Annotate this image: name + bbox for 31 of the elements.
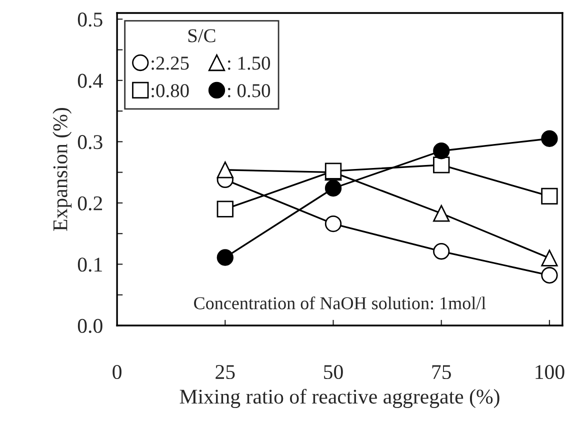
legend-label: :2.25 (152, 56, 189, 70)
legend-label: :0.80 (152, 84, 189, 98)
point (216, 200, 234, 218)
point (433, 156, 450, 174)
legend-label: : 0.50 (228, 84, 270, 98)
x-tick-label: 100 (536, 364, 564, 380)
point (324, 215, 342, 232)
legend-label: : 1.50 (228, 56, 270, 70)
point (541, 266, 558, 284)
y-tick-label: 0.5 (78, 12, 102, 27)
legend-title: S/C (188, 29, 216, 42)
x-tick-label: 75 (432, 365, 451, 380)
point (541, 130, 558, 147)
point (433, 243, 450, 260)
point (216, 249, 234, 266)
y-tick-label: 0.3 (78, 135, 102, 150)
y-tick-label: 0.1 (78, 258, 102, 272)
y-tick-label: 0.4 (78, 74, 103, 88)
point (541, 188, 558, 205)
point (324, 180, 342, 197)
x-tick-label: 0 (112, 364, 122, 380)
point (216, 162, 234, 178)
annotation: Concentration of NaOH solution: 1mol/l (194, 296, 486, 310)
y-tick-label: 0.2 (78, 196, 102, 210)
x-axis-title: Mixing ratio of reactive aggregate (%) (180, 388, 500, 408)
point (433, 142, 450, 160)
y-axis-title: Expansion (%) (52, 108, 72, 231)
x-tick-label: 50 (324, 364, 343, 380)
point (433, 205, 450, 222)
x-tick-label: 25 (216, 365, 235, 380)
y-tick-label: 0.0 (78, 318, 102, 334)
